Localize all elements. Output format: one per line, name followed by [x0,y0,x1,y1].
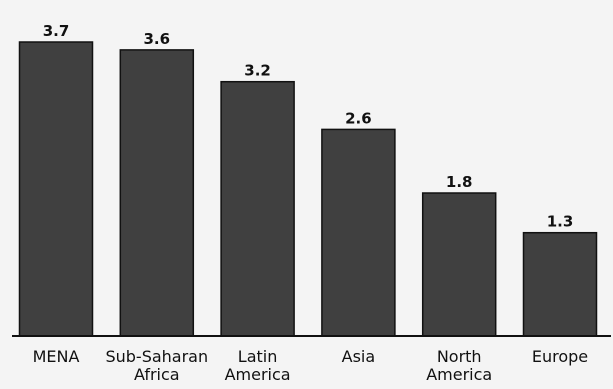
bar-value-label: 3.2 [244,62,271,80]
category-label: Asia [342,347,376,366]
bar-value-label: 1.3 [547,213,574,231]
category-label: MENA [33,347,80,366]
bar-value-label: 2.6 [345,109,372,127]
bar-6 [522,231,598,337]
bar-5 [421,192,497,337]
bar-value-label: 3.6 [144,30,171,48]
category-label: Sub-Saharan Africa [105,347,208,384]
category-label: Europe [532,347,588,366]
bar-value-label: 3.7 [43,22,70,40]
bar-4 [321,128,396,337]
bar-value-label: 1.8 [446,173,473,191]
category-label: North America [426,347,492,384]
category-label: Latin America [225,347,291,384]
bar-2 [119,49,195,337]
bar-1 [18,41,94,337]
bar-3 [220,80,295,337]
